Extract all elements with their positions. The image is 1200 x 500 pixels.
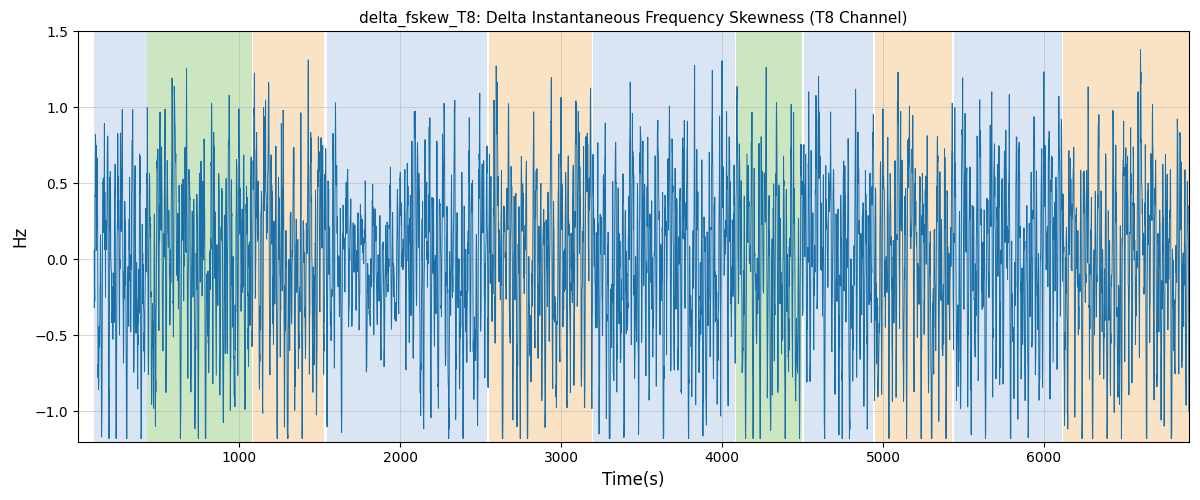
Bar: [593, 32, 734, 442]
Bar: [804, 32, 874, 442]
Bar: [94, 32, 148, 442]
X-axis label: Time(s): Time(s): [602, 471, 665, 489]
Bar: [326, 32, 487, 442]
Bar: [954, 32, 1062, 442]
Y-axis label: Hz: Hz: [11, 226, 29, 247]
Bar: [148, 32, 252, 442]
Bar: [1063, 32, 1189, 442]
Bar: [875, 32, 953, 442]
Bar: [490, 32, 592, 442]
Bar: [253, 32, 324, 442]
Bar: [737, 32, 803, 442]
Title: delta_fskew_T8: Delta Instantaneous Frequency Skewness (T8 Channel): delta_fskew_T8: Delta Instantaneous Freq…: [359, 11, 907, 28]
